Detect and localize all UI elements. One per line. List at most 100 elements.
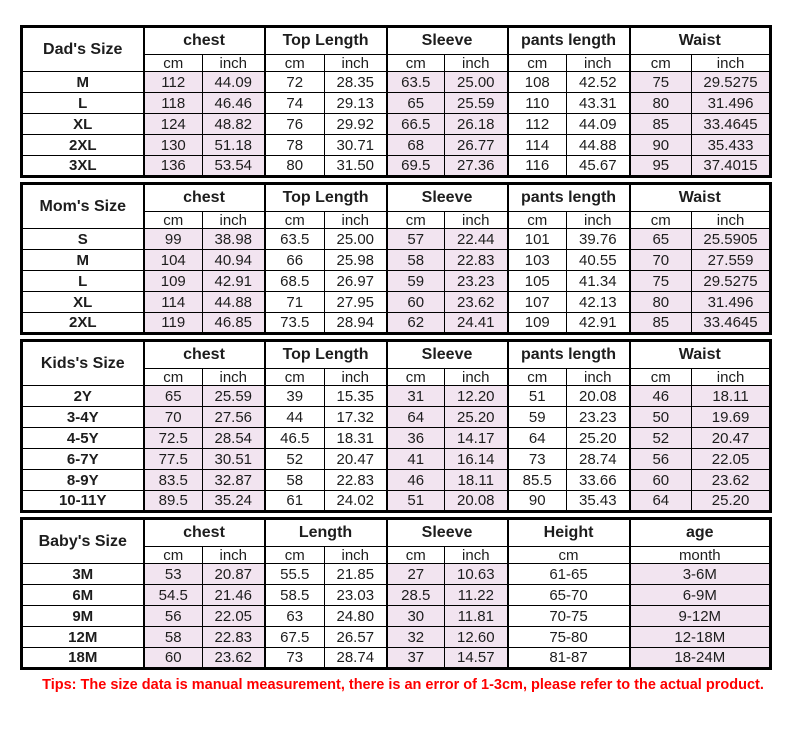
column-group-header: Length [263,518,388,547]
value-cell: 21.46 [201,584,266,606]
value-cell: 20.47 [691,427,772,449]
value-cell: 109 [142,270,203,292]
size-label: 18M [21,647,144,669]
value-cell: 80 [628,291,693,313]
value-cell: 18.11 [444,469,509,491]
table-row: S 99 38.98 63.5 25.00 57 22.44 101 39.76 65 25.590… [21,228,772,250]
table-row: L 109 42.91 68.5 26.97 59 23.23 105 41.34 75 29.52… [21,270,772,292]
value-cell: 25.00 [444,71,509,93]
value-cell: 25.59 [444,92,509,114]
table-title: Mom's Size [21,183,144,229]
value-cell: 67.5 [263,626,326,648]
value-cell: 39 [263,385,326,407]
value-cell: 23.62 [201,647,266,669]
unit-header: cm [385,546,446,564]
unit-header: inch [691,54,772,72]
table-title: Dad's Size [21,26,144,72]
value-cell: 22.83 [324,469,388,491]
value-cell: 20.47 [324,448,388,470]
table-row: 6-7Y 77.5 30.51 52 20.47 41 16.14 73 28.74 56 22.0… [21,448,772,470]
tables-container: Dad's Size chest Top Length Sleeve pants len… [20,25,786,670]
value-cell: 24.80 [324,605,388,627]
value-cell: 30.51 [201,448,266,470]
column-group-header: chest [142,518,266,547]
table-row: 3-4Y 70 27.56 44 17.32 64 25.20 59 23.23 50 19.69 [21,406,772,428]
value-cell: 35.24 [201,490,266,512]
value-cell: 118 [142,92,203,114]
value-cell: 44.88 [201,291,266,313]
unit-header: cm [506,368,568,386]
value-cell: 22.83 [201,626,266,648]
value-cell: 65 [142,385,203,407]
column-group-header: Waist [628,26,772,55]
header-row-units: cm inch cm inch cm inch cm inch cm inch [22,368,772,386]
unit-header: inch [566,54,631,72]
value-cell: 27.559 [691,249,772,271]
value-cell: 60 [142,647,203,669]
value-cell: 58 [263,469,326,491]
value-cell: 90 [628,134,693,156]
value-cell: 46.46 [201,92,266,114]
size-label: 3M [21,563,144,585]
unit-header: inch [444,211,509,229]
value-cell: 72 [263,71,326,93]
value-cell: 105 [506,270,568,292]
table-row: 3M 53 20.87 55.5 21.85 27 10.63 61-65 3-6M [21,563,772,585]
column-group-header: Waist [628,183,772,212]
value-cell: 33.4645 [691,113,772,135]
value-cell: 78 [263,134,326,156]
value-cell: 85 [628,113,693,135]
value-cell: 77.5 [142,448,203,470]
column-group-header: Sleeve [385,518,509,547]
header-row-groups: Dad's Size chest Top Length Sleeve pants len… [21,26,772,72]
unit-header: inch [324,546,388,564]
size-label: 9M [21,605,144,627]
value-cell: 20.08 [566,385,631,407]
value-cell: 45.67 [566,155,631,177]
value-cell: 56 [142,605,203,627]
value-cell: 23.23 [444,270,509,292]
value-cell: 59 [506,406,568,428]
value-cell: 57 [385,228,446,250]
value-cell: 35.433 [691,134,772,156]
column-group-header: Top Length [263,183,388,212]
value-cell: 32.87 [201,469,266,491]
value-cell: 52 [263,448,326,470]
table-row: 6M 54.5 21.46 58.5 23.03 28.5 11.22 65-70 6-9M [21,584,772,606]
value-cell: 39.76 [566,228,631,250]
value-cell: 58 [385,249,446,271]
value-cell: 23.62 [691,469,772,491]
value-cell: 66.5 [385,113,446,135]
value-cell: 112 [506,113,568,135]
value-cell: 44.09 [201,71,266,93]
value-cell: 60 [385,291,446,313]
value-cell: 21.85 [324,563,388,585]
value-cell: 70 [628,249,693,271]
table-row: L 118 46.46 74 29.13 65 25.59 110 43.31 80 31.496 [21,92,772,114]
value-cell: 112 [142,71,203,93]
value-cell: 33.4645 [691,312,772,334]
value-cell: 46.5 [263,427,326,449]
value-cell: 9-12M [628,605,772,627]
value-cell: 3-6M [628,563,772,585]
column-group-header: Top Length [263,26,388,55]
value-cell: 51.18 [201,134,266,156]
value-cell: 26.97 [324,270,388,292]
value-cell: 48.82 [201,113,266,135]
value-cell: 85 [628,312,693,334]
value-cell: 28.35 [324,71,388,93]
table-row: 4-5Y 72.5 28.54 46.5 18.31 36 14.17 64 25.20 52 20… [21,427,772,449]
header-row-groups: Mom's Size chest Top Length Sleeve pants len… [21,183,772,229]
value-cell: 74 [263,92,326,114]
column-group-header: pants length [506,26,631,55]
size-label: M [21,249,144,271]
value-cell: 90 [506,490,568,512]
unit-header: cm [628,368,693,386]
value-cell: 63 [263,605,326,627]
value-cell: 33.66 [566,469,631,491]
value-cell: 38.98 [201,228,266,250]
value-cell: 22.44 [444,228,509,250]
value-cell: 65 [628,228,693,250]
header-row-groups: Baby's Size chest Length Sleeve Height age [21,518,772,564]
value-cell: 24.41 [444,312,509,334]
